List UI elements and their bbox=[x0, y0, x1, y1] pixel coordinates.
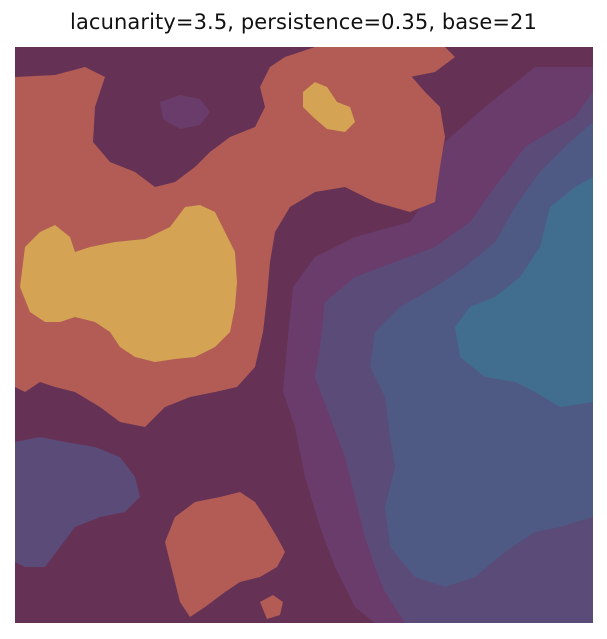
region-terracotta-arm bbox=[285, 47, 455, 85]
region-terracotta-island bbox=[165, 492, 285, 617]
figure-title: lacunarity=3.5, persistence=0.35, base=2… bbox=[70, 10, 537, 34]
terrain-map-svg bbox=[15, 47, 593, 623]
region-slate-violet-lower-left bbox=[15, 437, 140, 567]
region-terracotta-speck bbox=[260, 595, 283, 619]
region-ochre-plateau bbox=[20, 205, 237, 362]
region-violet-upper bbox=[160, 95, 210, 129]
region-teal-blue bbox=[455, 177, 593, 407]
noise-terrain-map bbox=[15, 47, 593, 623]
region-ochre-top bbox=[303, 82, 355, 132]
